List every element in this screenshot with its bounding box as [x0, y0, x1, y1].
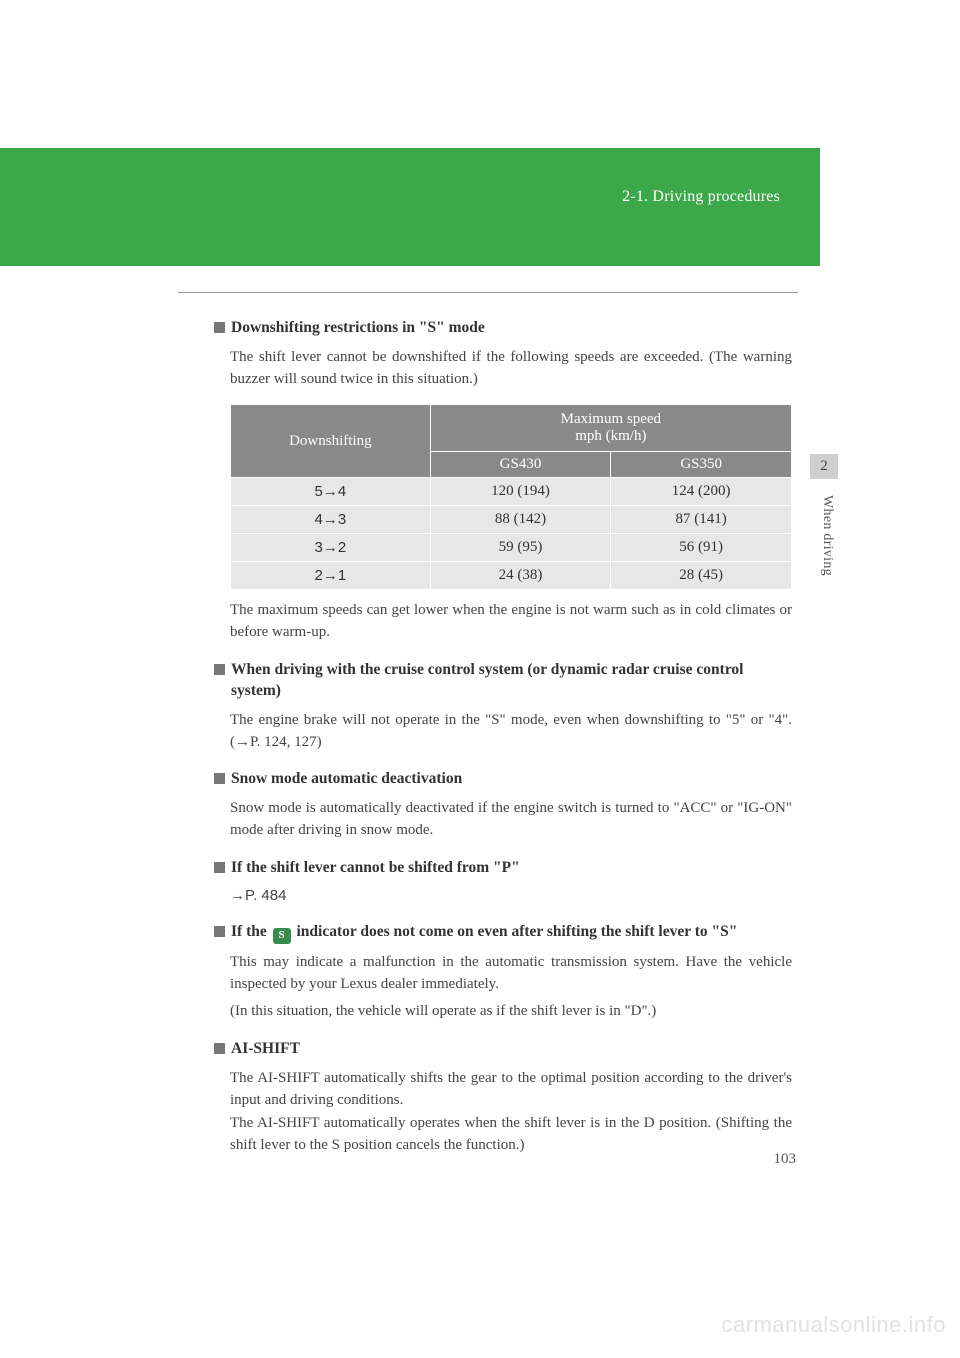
section-body-1: This may indicate a malfunction in the a…: [230, 952, 792, 996]
downshift-table: Downshifting Maximum speed mph (km/h) GS…: [230, 404, 792, 590]
heading-text: AI-SHIFT: [231, 1039, 300, 1060]
horizontal-rule: [178, 292, 798, 293]
table-row: 4→3 88 (142) 87 (141): [231, 506, 792, 534]
th-gs350: GS350: [611, 452, 792, 478]
cell-gs430: 59 (95): [430, 534, 611, 562]
table-row: 2→1 24 (38) 28 (45): [231, 562, 792, 590]
section-heading: AI-SHIFT: [214, 1039, 792, 1060]
cell-gs350: 56 (91): [611, 534, 792, 562]
section-body-2: (In this situation, the vehicle will ope…: [230, 1001, 792, 1023]
chapter-tab: 2: [810, 454, 838, 479]
section-intro: The shift lever cannot be downshifted if…: [230, 347, 792, 391]
section-body-1: The AI-SHIFT automatically shifts the ge…: [230, 1068, 792, 1112]
th-maxspeed: Maximum speed mph (km/h): [430, 405, 791, 452]
section-body: →P. 484: [230, 885, 792, 907]
cell-shift: 4→3: [231, 506, 431, 534]
s-indicator-icon: S: [273, 928, 291, 944]
section-downshift: Downshifting restrictions in "S" mode Th…: [214, 318, 792, 644]
table-row: 5→4 120 (194) 124 (200): [231, 478, 792, 506]
chapter-side-label: When driving: [819, 495, 835, 576]
square-bullet-icon: [214, 773, 225, 784]
cell-gs350: 28 (45): [611, 562, 792, 590]
cell-shift: 2→1: [231, 562, 431, 590]
heading-after: indicator does not come on even after sh…: [296, 923, 737, 940]
heading-text: If the shift lever cannot be shifted fro…: [231, 858, 520, 879]
cell-shift: 3→2: [231, 534, 431, 562]
heading-before: If the: [231, 923, 271, 940]
th-gs430: GS430: [430, 452, 611, 478]
manual-page: 2-1. Driving procedures 2 When driving D…: [0, 0, 960, 1358]
cell-gs350: 124 (200): [611, 478, 792, 506]
th-maxspeed-line1: Maximum speed: [561, 411, 661, 427]
square-bullet-icon: [214, 664, 225, 675]
header-band: 2-1. Driving procedures: [0, 148, 820, 266]
section-reference: 2-1. Driving procedures: [622, 188, 780, 206]
th-downshifting: Downshifting: [231, 405, 431, 478]
cell-shift: 5→4: [231, 478, 431, 506]
heading-text: When driving with the cruise control sys…: [231, 660, 792, 702]
cell-gs430: 120 (194): [430, 478, 611, 506]
heading-text: Snow mode automatic deactivation: [231, 769, 462, 790]
section-heading: If the shift lever cannot be shifted fro…: [214, 858, 792, 879]
square-bullet-icon: [214, 322, 225, 333]
cell-gs430: 24 (38): [430, 562, 611, 590]
th-maxspeed-line2: mph (km/h): [575, 428, 646, 444]
square-bullet-icon: [214, 926, 225, 937]
section-s-indicator: If the S indicator does not come on even…: [214, 922, 792, 1023]
section-body: The engine brake will not operate in the…: [230, 710, 792, 754]
section-snow: Snow mode automatic deactivation Snow mo…: [214, 769, 792, 841]
section-heading: If the S indicator does not come on even…: [214, 922, 792, 943]
square-bullet-icon: [214, 1043, 225, 1054]
table-row: 3→2 59 (95) 56 (91): [231, 534, 792, 562]
watermark: carmanualsonline.info: [721, 1312, 946, 1338]
section-cruise: When driving with the cruise control sys…: [214, 660, 792, 753]
section-heading: When driving with the cruise control sys…: [214, 660, 792, 702]
section-ai-shift: AI-SHIFT The AI-SHIFT automatically shif…: [214, 1039, 792, 1157]
content-area: Downshifting restrictions in "S" mode Th…: [214, 318, 792, 1173]
section-shift-p: If the shift lever cannot be shifted fro…: [214, 858, 792, 907]
table-footnote: The maximum speeds can get lower when th…: [230, 600, 792, 644]
square-bullet-icon: [214, 862, 225, 873]
heading-text: If the S indicator does not come on even…: [231, 922, 737, 943]
cell-gs350: 87 (141): [611, 506, 792, 534]
cell-gs430: 88 (142): [430, 506, 611, 534]
section-body-2: The AI-SHIFT automatically operates when…: [230, 1113, 792, 1157]
section-heading: Snow mode automatic deactivation: [214, 769, 792, 790]
section-heading: Downshifting restrictions in "S" mode: [214, 318, 792, 339]
section-body: Snow mode is automatically deactivated i…: [230, 798, 792, 842]
page-number: 103: [774, 1151, 797, 1168]
heading-text: Downshifting restrictions in "S" mode: [231, 318, 485, 339]
